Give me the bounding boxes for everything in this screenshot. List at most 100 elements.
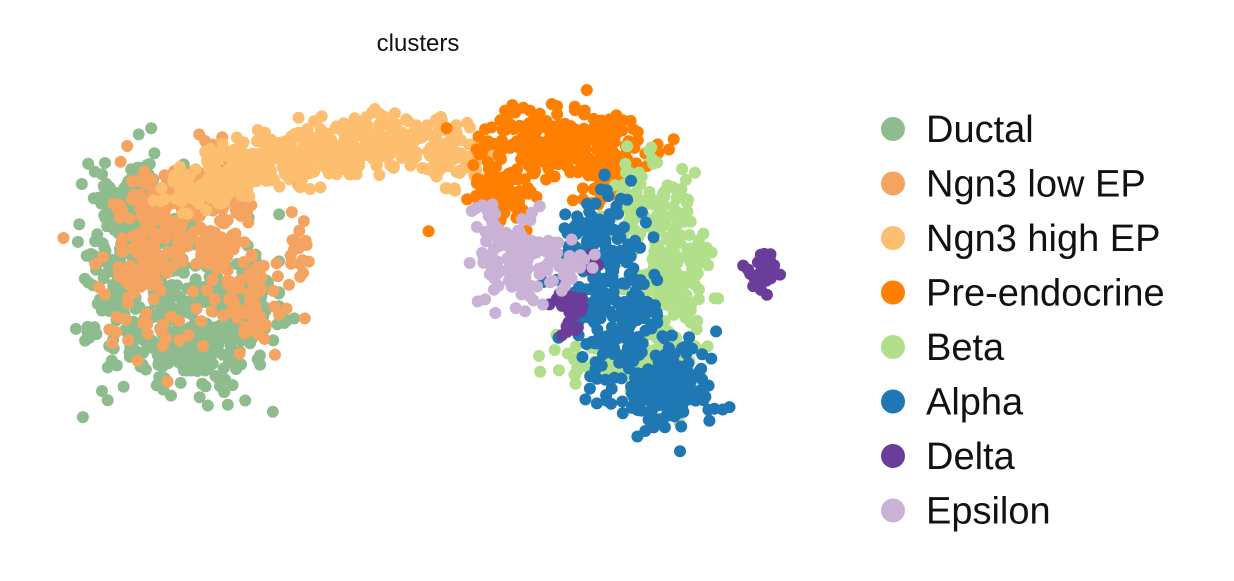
data-point (73, 218, 86, 231)
data-point (172, 219, 185, 231)
data-point (595, 126, 608, 139)
data-point (251, 124, 264, 136)
data-point (662, 393, 675, 406)
data-point (502, 274, 515, 287)
data-point (367, 106, 380, 119)
data-point (375, 117, 388, 130)
data-point (517, 260, 530, 273)
data-point (113, 211, 126, 224)
data-point (582, 152, 595, 165)
data-point (311, 135, 324, 148)
data-point (208, 226, 221, 239)
data-point (208, 293, 221, 306)
data-point (582, 169, 595, 182)
data-point (75, 178, 88, 190)
data-point (233, 202, 246, 215)
data-point (645, 322, 658, 335)
legend: Ductal Ngn3 low EP Ngn3 high EP Pre-endocri… (881, 109, 1165, 533)
data-point (500, 189, 513, 201)
data-point (123, 346, 136, 359)
data-point (509, 106, 522, 119)
data-point (737, 259, 750, 272)
data-point (610, 200, 623, 213)
data-point (88, 165, 101, 178)
data-point (465, 205, 478, 217)
legend-label: Ngn3 high EP (926, 218, 1161, 260)
data-point (292, 111, 305, 124)
data-point (152, 307, 165, 320)
data-point (132, 128, 145, 141)
data-point (590, 222, 603, 235)
data-point (691, 314, 704, 327)
data-point (632, 383, 645, 396)
data-point (184, 182, 197, 195)
data-point (148, 235, 161, 248)
data-point (384, 128, 396, 141)
data-point (663, 143, 675, 156)
data-point (276, 161, 289, 174)
data-point (186, 339, 198, 352)
legend-marker-alpha (881, 389, 905, 414)
data-point (448, 182, 461, 195)
data-point (218, 321, 231, 334)
data-point (205, 305, 218, 318)
data-point (683, 229, 696, 241)
data-point (529, 149, 542, 162)
data-point (328, 162, 341, 174)
data-point (537, 118, 550, 131)
data-point (651, 208, 664, 221)
data-point (140, 266, 152, 279)
data-point (160, 296, 173, 309)
data-point (608, 246, 621, 259)
data-point (667, 133, 680, 146)
data-point (667, 355, 680, 368)
data-point (667, 247, 680, 259)
data-point (416, 162, 429, 174)
data-point (661, 212, 674, 225)
data-point (486, 208, 499, 221)
data-point (161, 375, 174, 388)
data-point (284, 249, 297, 262)
data-point (182, 329, 195, 342)
data-point (555, 284, 568, 297)
data-point (254, 282, 267, 294)
data-point (650, 252, 662, 265)
data-point (238, 321, 251, 334)
data-point (571, 364, 584, 377)
data-point (145, 122, 158, 135)
data-point (139, 225, 152, 238)
data-point (97, 272, 110, 285)
data-point (270, 257, 283, 270)
data-point (568, 100, 581, 113)
data-point (186, 285, 199, 298)
data-point (585, 312, 598, 325)
data-point (656, 330, 669, 343)
data-point (271, 318, 284, 331)
data-point (509, 242, 522, 255)
data-point (103, 181, 116, 194)
data-point (498, 142, 511, 155)
data-point (264, 163, 277, 176)
data-point (621, 193, 634, 206)
data-point (684, 215, 697, 228)
data-point (117, 380, 130, 393)
data-point (221, 278, 234, 291)
data-point (491, 231, 504, 244)
data-point (337, 156, 350, 169)
data-point (158, 169, 171, 182)
data-point (57, 232, 70, 244)
data-point (556, 299, 568, 312)
data-point (297, 140, 310, 153)
legend-label: Delta (926, 436, 1016, 478)
data-point (686, 342, 698, 355)
data-point (439, 182, 452, 195)
data-point (703, 414, 716, 427)
data-point (297, 215, 310, 228)
data-point (639, 216, 652, 229)
data-point (397, 145, 410, 158)
data-point (147, 293, 160, 306)
data-point (244, 168, 257, 181)
data-point (204, 191, 217, 204)
data-point (586, 261, 599, 274)
data-point (258, 132, 270, 145)
